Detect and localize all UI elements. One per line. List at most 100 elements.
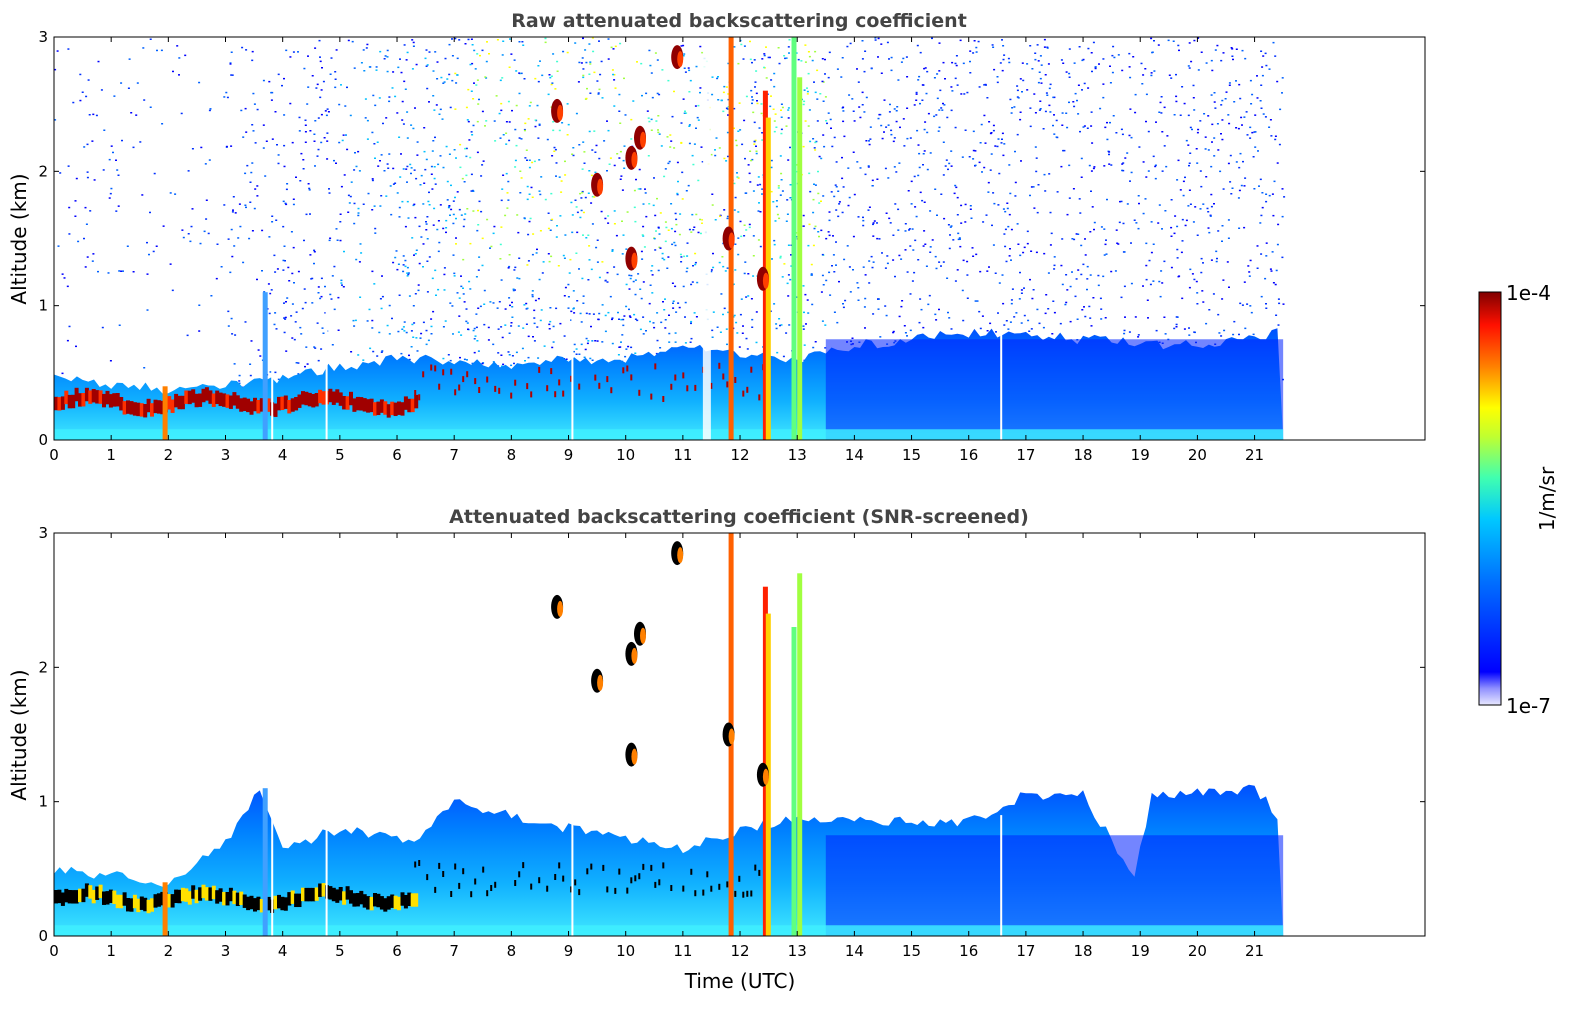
noise-pixel xyxy=(1142,212,1145,215)
noise-pixel xyxy=(1175,73,1177,76)
noise-pixel xyxy=(588,43,591,45)
noise-pixel xyxy=(528,166,531,169)
residual-layer-cell xyxy=(249,895,254,910)
noise-pixel xyxy=(620,318,623,321)
noise-pixel xyxy=(772,201,775,203)
noise-pixel xyxy=(403,80,406,83)
vertical-streak xyxy=(162,882,168,936)
noise-pixel xyxy=(1189,203,1192,205)
noise-pixel xyxy=(270,99,273,101)
noise-pixel xyxy=(1002,58,1005,61)
cloud-core xyxy=(597,674,604,691)
noise-pixel xyxy=(233,245,236,247)
noise-pixel xyxy=(643,246,646,248)
noise-pixel xyxy=(246,164,249,167)
noise-pixel xyxy=(1164,210,1167,212)
x-tick-label: 17 xyxy=(1016,446,1035,464)
noise-pixel xyxy=(901,300,904,302)
noise-pixel xyxy=(304,119,307,121)
noise-pixel xyxy=(465,147,468,150)
noise-pixel xyxy=(770,159,773,162)
noise-pixel xyxy=(1060,264,1063,267)
residual-layer-cell xyxy=(122,401,127,415)
noise-pixel xyxy=(285,49,288,52)
noise-pixel xyxy=(771,258,773,260)
noise-pixel xyxy=(1228,84,1231,86)
noise-pixel xyxy=(633,189,636,192)
noise-pixel xyxy=(452,213,455,216)
noise-pixel xyxy=(456,292,459,294)
noise-pixel xyxy=(1108,163,1111,165)
noise-pixel xyxy=(1120,200,1123,203)
noise-pixel xyxy=(1216,123,1219,125)
residual-layer-cell xyxy=(414,394,419,409)
noise-pixel xyxy=(439,204,442,206)
noise-pixel xyxy=(473,82,475,84)
noise-pixel xyxy=(641,94,643,97)
noise-pixel xyxy=(722,313,724,316)
noise-pixel xyxy=(859,167,862,169)
noise-pixel xyxy=(432,70,435,72)
noise-pixel xyxy=(622,234,625,236)
noise-pixel xyxy=(786,213,789,215)
noise-pixel xyxy=(1187,114,1190,117)
noise-pixel xyxy=(550,83,553,86)
noise-pixel xyxy=(476,79,479,81)
noise-pixel xyxy=(477,103,480,105)
noise-pixel xyxy=(415,249,418,251)
noise-pixel xyxy=(683,67,686,69)
noise-pixel xyxy=(657,269,660,272)
noise-pixel xyxy=(1205,322,1208,325)
noise-pixel xyxy=(481,362,484,365)
noise-pixel xyxy=(770,166,773,169)
noise-pixel xyxy=(485,120,488,122)
noise-pixel xyxy=(1111,54,1114,57)
noise-pixel xyxy=(1071,238,1074,240)
noise-pixel xyxy=(613,79,616,81)
residual-layer-cell xyxy=(307,392,312,407)
noise-pixel xyxy=(463,218,466,221)
noise-pixel xyxy=(385,195,388,197)
noise-pixel xyxy=(1003,143,1006,145)
noise-pixel xyxy=(517,231,520,234)
noise-pixel xyxy=(692,229,695,231)
noise-pixel xyxy=(505,132,508,134)
noise-pixel xyxy=(501,188,504,190)
noise-pixel xyxy=(682,285,685,288)
layer-top-cell xyxy=(578,889,581,896)
noise-pixel xyxy=(569,258,572,261)
noise-pixel xyxy=(240,109,243,112)
noise-pixel xyxy=(452,254,455,256)
noise-pixel xyxy=(333,265,336,268)
noise-pixel xyxy=(500,199,503,202)
noise-pixel xyxy=(534,125,537,128)
noise-pixel xyxy=(1075,233,1078,235)
noise-pixel xyxy=(915,93,918,95)
noise-pixel xyxy=(357,150,360,153)
noise-pixel xyxy=(655,120,658,122)
noise-pixel xyxy=(454,196,456,199)
noise-pixel xyxy=(601,261,604,263)
noise-pixel xyxy=(803,344,806,346)
noise-pixel xyxy=(288,280,291,282)
noise-pixel xyxy=(416,154,419,156)
noise-pixel xyxy=(465,174,468,177)
cloud-core xyxy=(557,104,564,121)
noise-pixel xyxy=(508,297,511,299)
noise-pixel xyxy=(682,44,685,47)
noise-pixel xyxy=(1029,125,1032,128)
noise-pixel xyxy=(1123,329,1126,332)
noise-pixel xyxy=(842,306,845,309)
residual-layer-cell xyxy=(74,387,79,402)
noise-pixel xyxy=(606,170,608,172)
noise-pixel xyxy=(328,192,331,194)
noise-pixel xyxy=(962,259,965,262)
noise-pixel xyxy=(814,91,817,94)
noise-pixel xyxy=(719,215,721,217)
noise-pixel xyxy=(776,351,779,354)
noise-pixel xyxy=(178,74,180,76)
noise-pixel xyxy=(840,76,843,78)
layer-top-cell xyxy=(726,381,729,388)
noise-pixel xyxy=(227,325,230,327)
noise-pixel xyxy=(947,224,950,226)
